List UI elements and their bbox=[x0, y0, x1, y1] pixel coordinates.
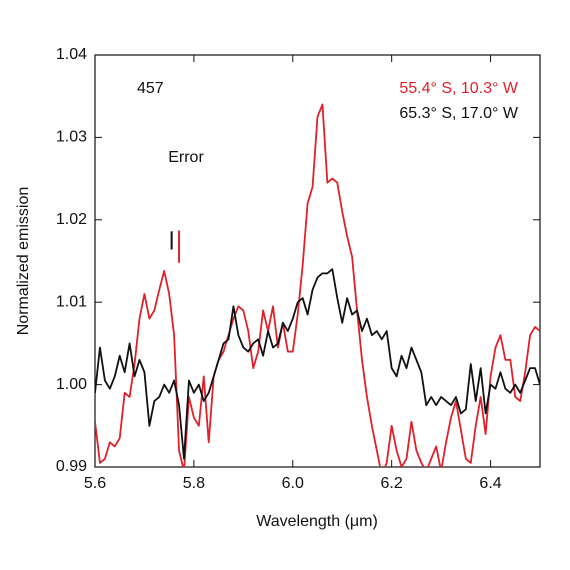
x-tick-label: 6.4 bbox=[479, 475, 501, 492]
x-tick-label: 5.8 bbox=[183, 475, 205, 492]
y-axis-label: Normalized emission bbox=[15, 187, 32, 336]
legend-entry: 65.3° S, 17.0° W bbox=[399, 105, 519, 122]
error-label: Error bbox=[168, 149, 204, 166]
y-tick-label: 0.99 bbox=[56, 458, 87, 475]
x-tick-label: 6.0 bbox=[282, 475, 304, 492]
y-tick-label: 1.00 bbox=[56, 376, 87, 393]
plot-frame bbox=[94, 54, 541, 468]
data-line bbox=[95, 268, 540, 460]
y-tick-label: 1.04 bbox=[56, 46, 87, 63]
legend-entry: 55.4° S, 10.3° W bbox=[399, 80, 519, 97]
y-tick-label: 1.03 bbox=[56, 129, 87, 146]
y-tick-label: 1.02 bbox=[56, 211, 87, 228]
x-axis-label: Wavelength (μm) bbox=[256, 513, 378, 530]
data-line bbox=[95, 103, 540, 467]
x-tick-label: 6.2 bbox=[381, 475, 403, 492]
y-tick-label: 1.01 bbox=[56, 293, 87, 310]
annotation: 457 bbox=[137, 80, 164, 97]
x-tick-label: 5.6 bbox=[84, 475, 106, 492]
